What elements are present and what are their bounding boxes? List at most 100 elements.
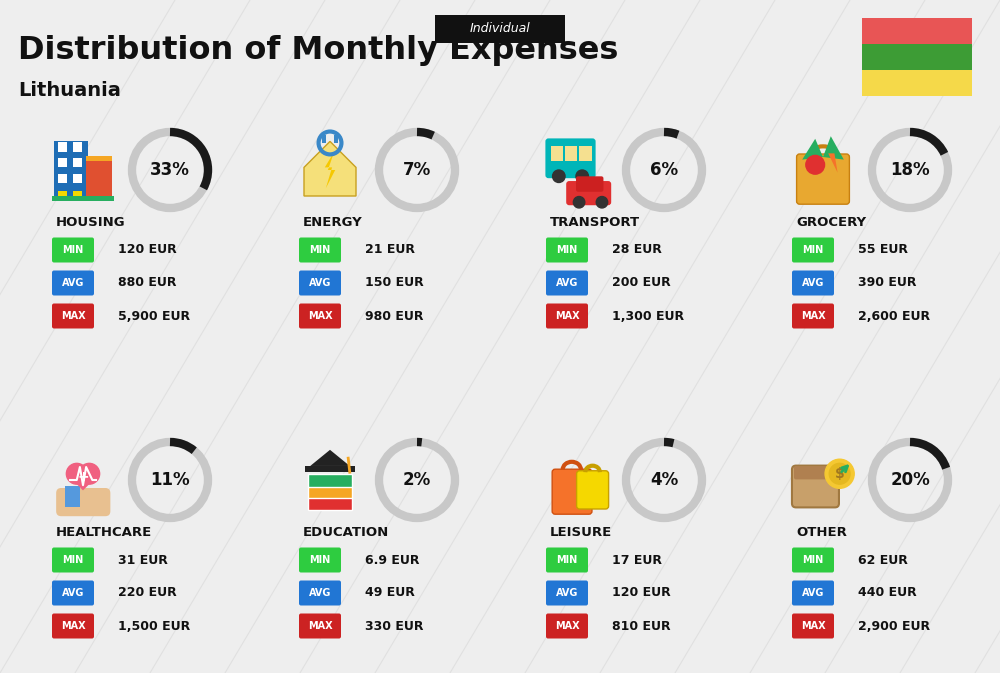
FancyBboxPatch shape bbox=[299, 548, 341, 573]
FancyBboxPatch shape bbox=[792, 271, 834, 295]
Text: AVG: AVG bbox=[802, 278, 824, 288]
Text: 33%: 33% bbox=[150, 161, 190, 179]
Text: 120 EUR: 120 EUR bbox=[118, 244, 177, 256]
FancyBboxPatch shape bbox=[73, 158, 82, 168]
Text: MAX: MAX bbox=[555, 621, 579, 631]
Circle shape bbox=[806, 155, 825, 174]
Text: 2,900 EUR: 2,900 EUR bbox=[858, 620, 930, 633]
FancyBboxPatch shape bbox=[73, 191, 82, 196]
FancyBboxPatch shape bbox=[334, 135, 338, 143]
Polygon shape bbox=[66, 474, 100, 491]
Text: 4%: 4% bbox=[650, 471, 678, 489]
FancyBboxPatch shape bbox=[58, 174, 67, 183]
FancyBboxPatch shape bbox=[308, 474, 352, 487]
FancyBboxPatch shape bbox=[56, 488, 110, 516]
FancyBboxPatch shape bbox=[299, 304, 341, 328]
Text: 2%: 2% bbox=[403, 471, 431, 489]
Text: 7%: 7% bbox=[403, 161, 431, 179]
FancyBboxPatch shape bbox=[308, 486, 352, 498]
Text: AVG: AVG bbox=[309, 588, 331, 598]
Text: 6.9 EUR: 6.9 EUR bbox=[365, 553, 419, 567]
Text: MAX: MAX bbox=[308, 311, 332, 321]
Text: HEALTHCARE: HEALTHCARE bbox=[56, 526, 152, 539]
Text: AVG: AVG bbox=[556, 278, 578, 288]
Text: AVG: AVG bbox=[802, 588, 824, 598]
FancyBboxPatch shape bbox=[546, 548, 588, 573]
Text: MIN: MIN bbox=[62, 555, 84, 565]
Text: MAX: MAX bbox=[308, 621, 332, 631]
Text: 11%: 11% bbox=[150, 471, 190, 489]
FancyBboxPatch shape bbox=[299, 581, 341, 606]
FancyBboxPatch shape bbox=[552, 469, 592, 514]
Text: 55 EUR: 55 EUR bbox=[858, 244, 908, 256]
FancyBboxPatch shape bbox=[565, 145, 577, 161]
Text: 200 EUR: 200 EUR bbox=[612, 277, 671, 289]
FancyBboxPatch shape bbox=[52, 614, 94, 639]
FancyBboxPatch shape bbox=[576, 176, 603, 192]
Circle shape bbox=[66, 463, 87, 484]
FancyBboxPatch shape bbox=[579, 145, 592, 161]
Text: Distribution of Monthly Expenses: Distribution of Monthly Expenses bbox=[18, 36, 618, 67]
Polygon shape bbox=[828, 153, 838, 172]
FancyBboxPatch shape bbox=[52, 581, 94, 606]
FancyBboxPatch shape bbox=[58, 191, 67, 196]
Text: 31 EUR: 31 EUR bbox=[118, 553, 168, 567]
Text: AVG: AVG bbox=[309, 278, 331, 288]
Text: GROCERY: GROCERY bbox=[796, 216, 866, 229]
Text: TRANSPORT: TRANSPORT bbox=[550, 216, 640, 229]
FancyBboxPatch shape bbox=[52, 271, 94, 295]
FancyBboxPatch shape bbox=[54, 141, 88, 199]
FancyBboxPatch shape bbox=[305, 466, 355, 472]
FancyBboxPatch shape bbox=[86, 157, 112, 161]
Text: +: + bbox=[77, 470, 89, 485]
Text: MIN: MIN bbox=[556, 245, 578, 255]
FancyBboxPatch shape bbox=[792, 581, 834, 606]
FancyBboxPatch shape bbox=[299, 614, 341, 639]
Text: MIN: MIN bbox=[309, 245, 331, 255]
FancyBboxPatch shape bbox=[797, 154, 849, 204]
Text: EDUCATION: EDUCATION bbox=[303, 526, 389, 539]
Text: AVG: AVG bbox=[62, 588, 84, 598]
Text: 20%: 20% bbox=[890, 471, 930, 489]
Polygon shape bbox=[310, 450, 350, 466]
Text: 150 EUR: 150 EUR bbox=[365, 277, 424, 289]
Text: $: $ bbox=[835, 467, 845, 481]
Text: 18%: 18% bbox=[890, 161, 930, 179]
FancyBboxPatch shape bbox=[299, 271, 341, 295]
FancyBboxPatch shape bbox=[792, 614, 834, 639]
Text: 6%: 6% bbox=[650, 161, 678, 179]
FancyBboxPatch shape bbox=[299, 238, 341, 262]
FancyBboxPatch shape bbox=[545, 139, 596, 178]
FancyBboxPatch shape bbox=[73, 174, 82, 183]
FancyBboxPatch shape bbox=[546, 304, 588, 328]
Text: 62 EUR: 62 EUR bbox=[858, 553, 908, 567]
Bar bbox=[862, 18, 972, 44]
Bar bbox=[862, 70, 972, 96]
Circle shape bbox=[576, 170, 588, 182]
Text: 1,500 EUR: 1,500 EUR bbox=[118, 620, 190, 633]
Text: MAX: MAX bbox=[555, 311, 579, 321]
Text: 880 EUR: 880 EUR bbox=[118, 277, 176, 289]
Bar bbox=[862, 44, 972, 70]
Text: MIN: MIN bbox=[309, 555, 331, 565]
Text: 980 EUR: 980 EUR bbox=[365, 310, 423, 322]
FancyBboxPatch shape bbox=[73, 143, 82, 152]
Text: MIN: MIN bbox=[802, 245, 824, 255]
Text: HOUSING: HOUSING bbox=[56, 216, 126, 229]
Text: OTHER: OTHER bbox=[796, 526, 847, 539]
FancyBboxPatch shape bbox=[792, 548, 834, 573]
Text: ENERGY: ENERGY bbox=[303, 216, 363, 229]
Text: Individual: Individual bbox=[470, 22, 530, 36]
FancyBboxPatch shape bbox=[546, 238, 588, 262]
FancyBboxPatch shape bbox=[566, 181, 611, 205]
Text: 1,300 EUR: 1,300 EUR bbox=[612, 310, 684, 322]
FancyBboxPatch shape bbox=[308, 497, 352, 509]
Text: AVG: AVG bbox=[62, 278, 84, 288]
Text: MIN: MIN bbox=[62, 245, 84, 255]
FancyBboxPatch shape bbox=[58, 143, 67, 152]
Text: 330 EUR: 330 EUR bbox=[365, 620, 423, 633]
Text: 5,900 EUR: 5,900 EUR bbox=[118, 310, 190, 322]
Text: MAX: MAX bbox=[801, 621, 825, 631]
Circle shape bbox=[596, 197, 608, 208]
Text: AVG: AVG bbox=[556, 588, 578, 598]
